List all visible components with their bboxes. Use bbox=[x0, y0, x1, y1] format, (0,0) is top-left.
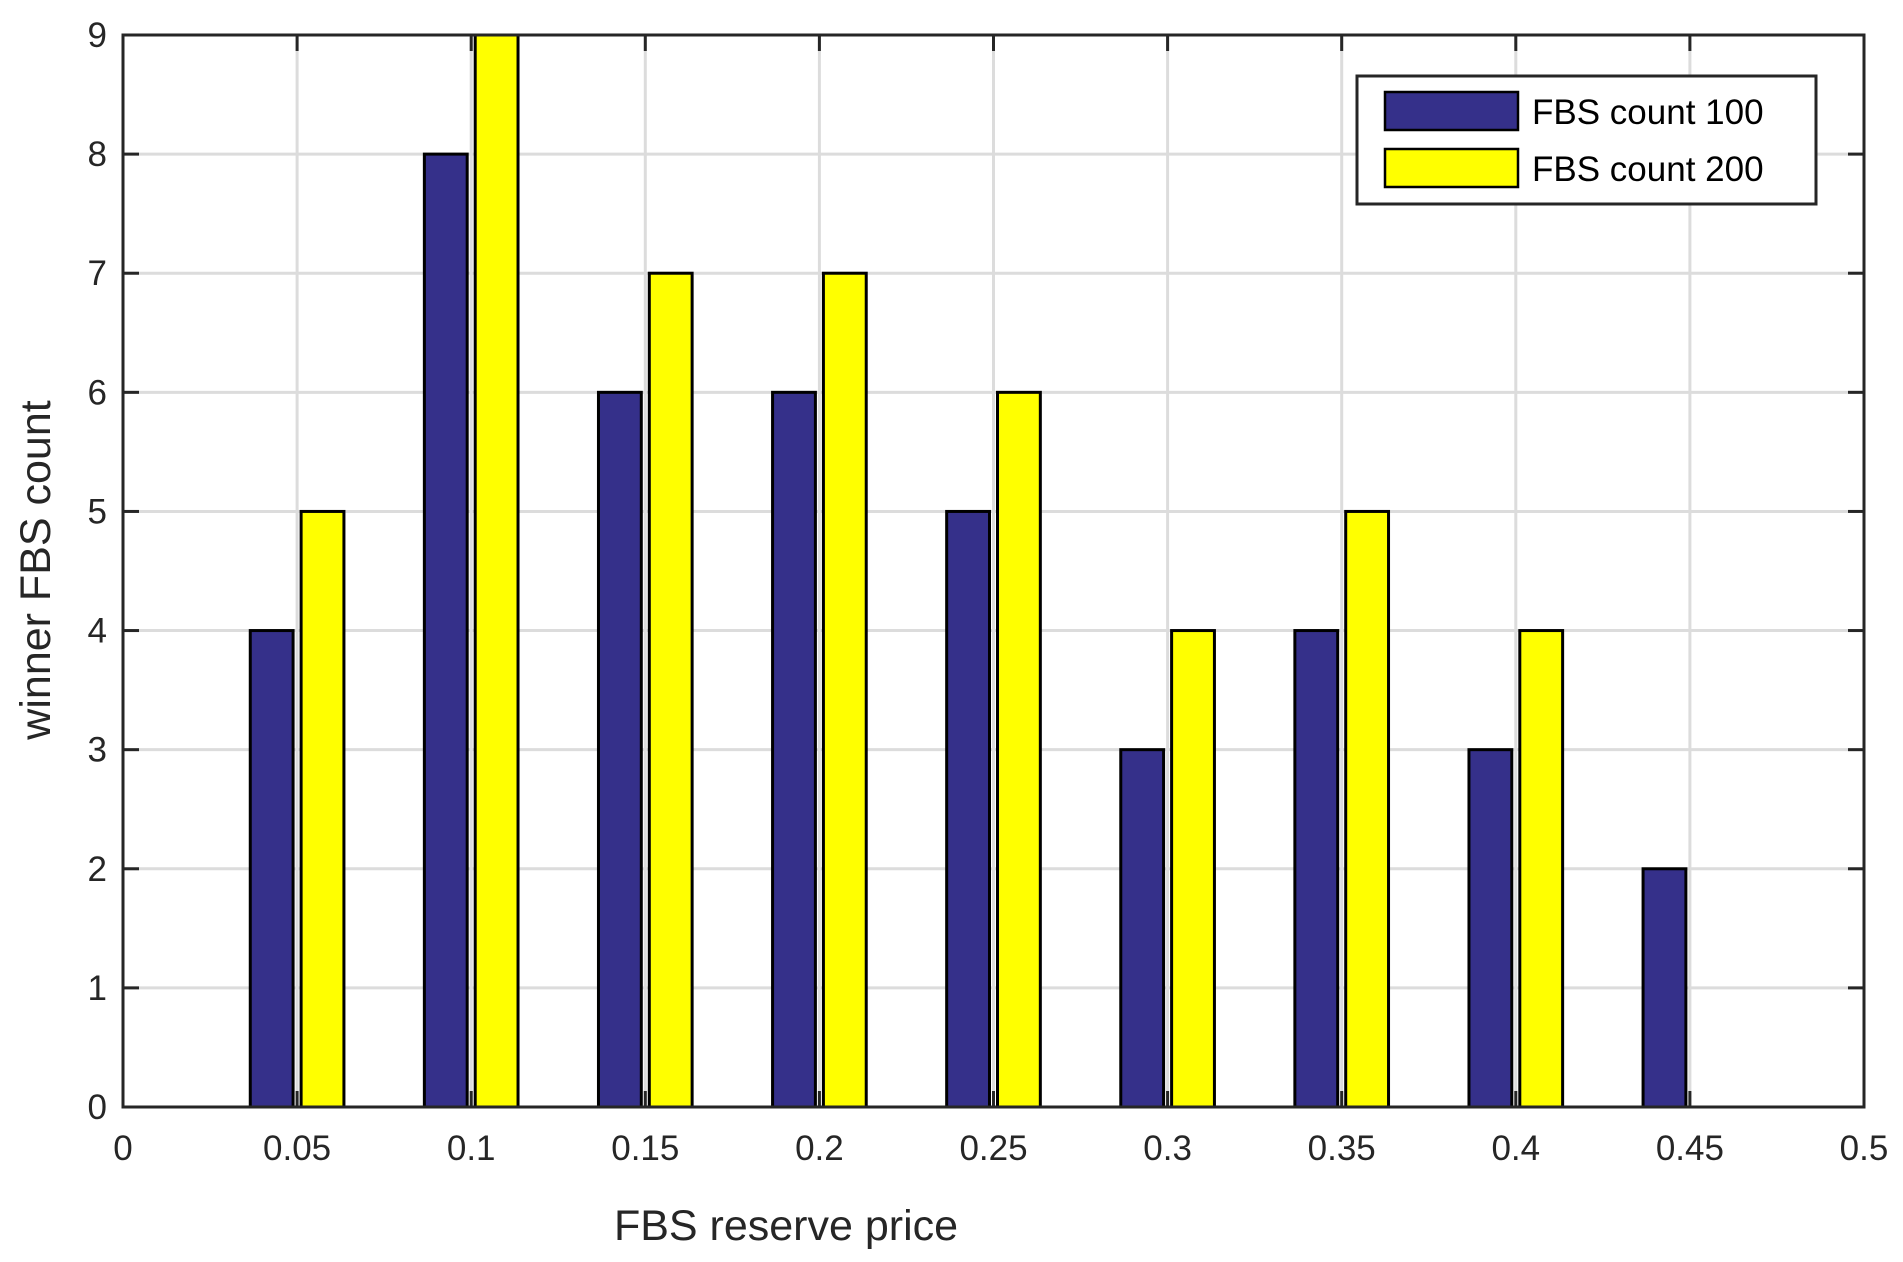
x-tick-label: 0 bbox=[113, 1129, 132, 1168]
bar-fbs-count-200 bbox=[473, 33, 520, 1109]
x-axis-label: FBS reserve price bbox=[614, 1202, 958, 1250]
x-tick-label: 0.2 bbox=[795, 1129, 844, 1168]
x-tick-label: 0.1 bbox=[447, 1129, 496, 1168]
bar-fbs-count-100 bbox=[1467, 748, 1514, 1109]
y-tick-label: 2 bbox=[88, 850, 107, 889]
bars bbox=[248, 33, 1688, 1109]
bar-fbs-count-100 bbox=[1641, 867, 1688, 1109]
x-tick-label: 0.45 bbox=[1656, 1129, 1724, 1168]
bar-fbs-count-200 bbox=[996, 390, 1042, 1109]
bar-fbs-count-200 bbox=[821, 271, 868, 1109]
y-tick-label: 8 bbox=[88, 135, 107, 174]
x-tick-label: 0.15 bbox=[611, 1129, 679, 1168]
y-tick-label: 0 bbox=[88, 1088, 107, 1127]
bar-fbs-count-100 bbox=[422, 152, 469, 1109]
legend-label-fbs-count-200: FBS count 200 bbox=[1532, 150, 1764, 189]
bar-fbs-count-100 bbox=[771, 390, 817, 1109]
x-tick-label: 0.4 bbox=[1491, 1129, 1540, 1168]
bar-fbs-count-100 bbox=[248, 629, 295, 1109]
bar-fbs-count-200 bbox=[1344, 509, 1391, 1109]
y-tick-label: 4 bbox=[88, 612, 107, 651]
x-tick-label: 0.05 bbox=[263, 1129, 331, 1168]
x-tick-label: 0.3 bbox=[1143, 1129, 1192, 1168]
bar-fbs-count-100 bbox=[1293, 629, 1340, 1109]
y-tick-labels: 0 1 2 3 4 5 6 7 8 9 bbox=[88, 16, 107, 1127]
y-tick-label: 7 bbox=[88, 254, 107, 293]
x-tick-label: 0.5 bbox=[1840, 1129, 1889, 1168]
y-tick-label: 3 bbox=[88, 731, 107, 770]
y-tick-label: 5 bbox=[88, 492, 107, 531]
legend-swatch-fbs-count-100 bbox=[1383, 90, 1520, 132]
bar-fbs-count-100 bbox=[596, 390, 643, 1109]
bar-fbs-count-100 bbox=[945, 509, 991, 1109]
bar-fbs-count-200 bbox=[299, 509, 346, 1109]
legend: FBS count 100 FBS count 200 bbox=[1355, 74, 1818, 206]
legend-label-fbs-count-100: FBS count 100 bbox=[1532, 93, 1764, 132]
bar-fbs-count-200 bbox=[1170, 629, 1216, 1109]
x-tick-labels: 0 0.05 0.1 0.15 0.2 0.25 0.3 0.35 0.4 0.45 0.5 bbox=[113, 1129, 1888, 1168]
legend-swatch-fbs-count-200 bbox=[1383, 147, 1520, 189]
y-tick-label: 6 bbox=[88, 373, 107, 412]
y-tick-label: 9 bbox=[88, 16, 107, 55]
y-axis-label: winner FBS count bbox=[12, 400, 60, 740]
y-tick-label: 1 bbox=[88, 969, 107, 1008]
x-tick-label: 0.35 bbox=[1308, 1129, 1376, 1168]
bar-fbs-count-100 bbox=[1119, 748, 1166, 1109]
bar-fbs-count-200 bbox=[647, 271, 694, 1109]
x-tick-label: 0.25 bbox=[959, 1129, 1027, 1168]
bar-fbs-count-200 bbox=[1518, 629, 1565, 1109]
axes bbox=[121, 33, 1866, 1109]
